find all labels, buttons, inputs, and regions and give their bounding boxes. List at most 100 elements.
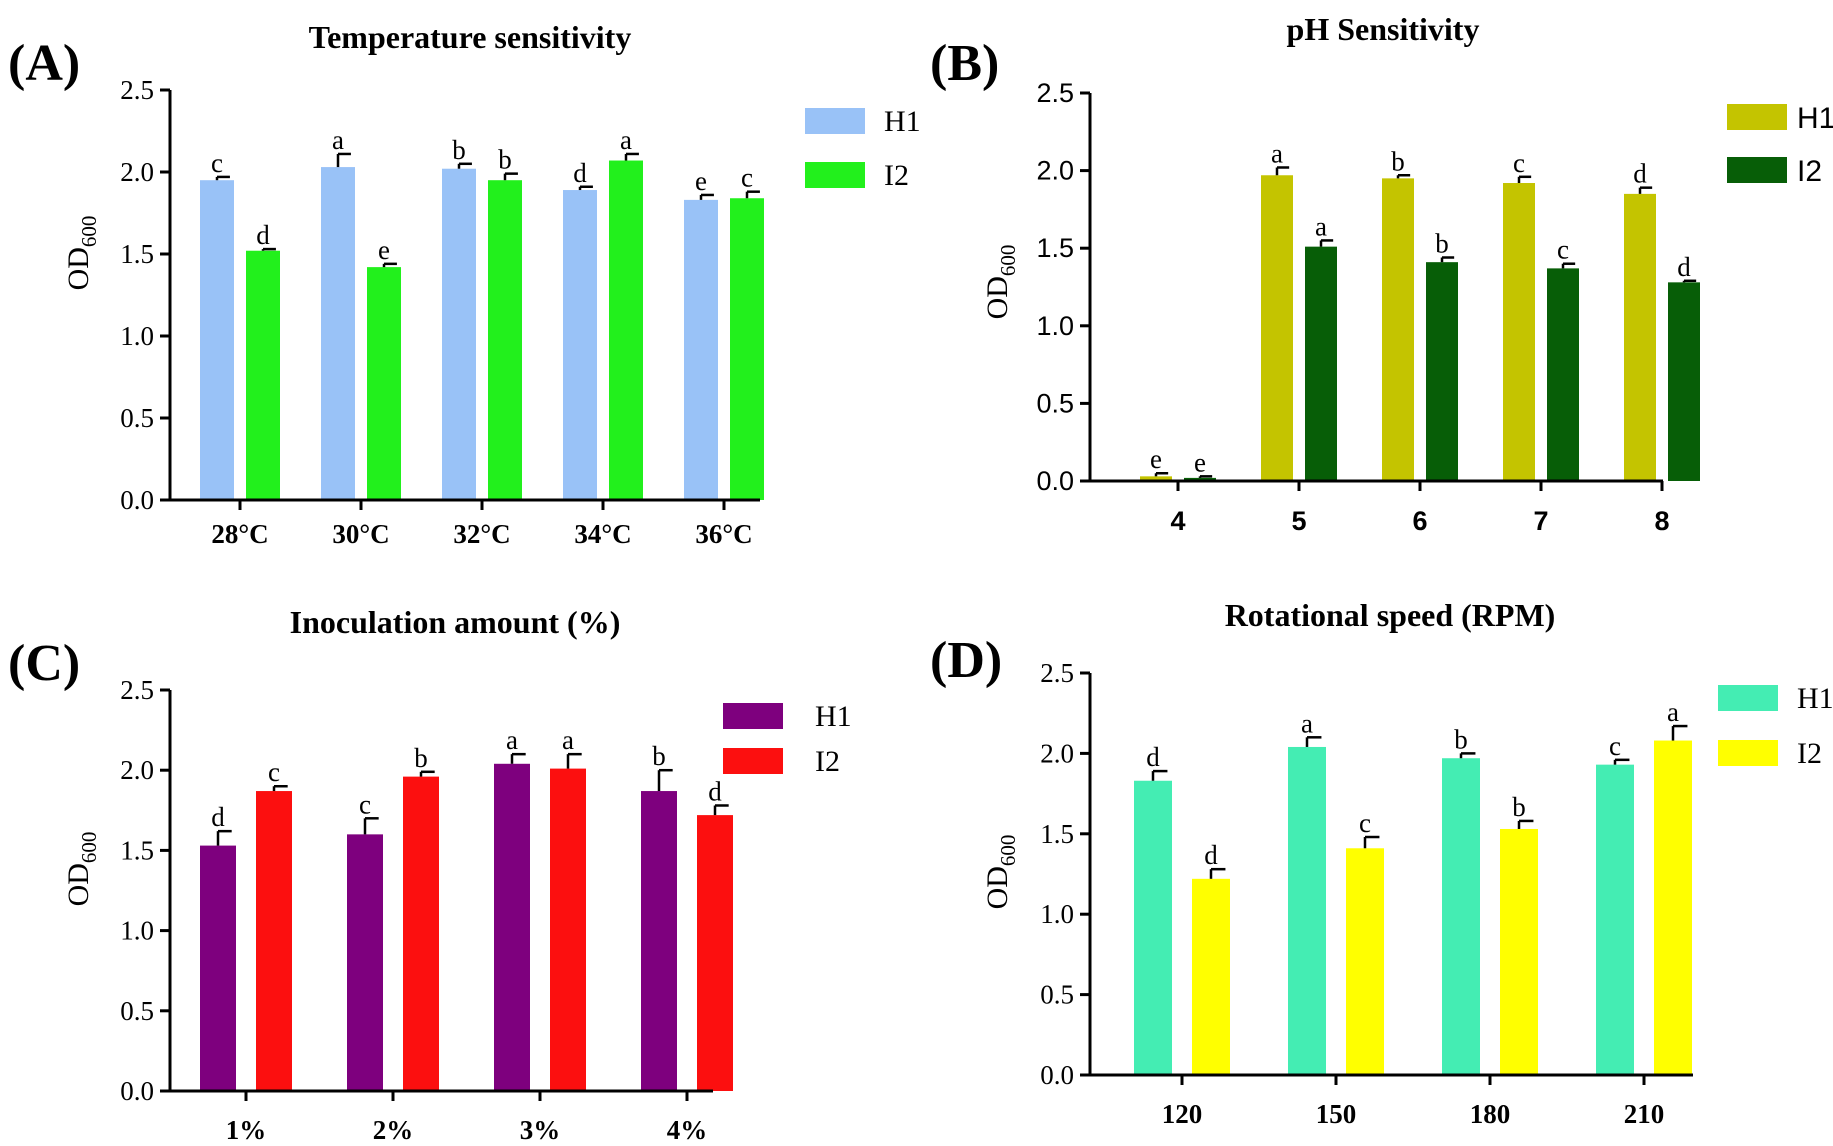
significance-letter: d xyxy=(1677,252,1691,282)
panel-label: (D) xyxy=(930,632,1002,689)
x-tick-label: 3% xyxy=(520,1115,561,1145)
legend-swatch-h1 xyxy=(1718,685,1778,711)
legend-swatch-h1 xyxy=(805,108,865,134)
bar xyxy=(367,267,401,500)
bar xyxy=(1442,758,1480,1075)
x-tick-label: 5 xyxy=(1291,506,1306,536)
significance-letter: a xyxy=(1667,697,1679,727)
legend: H1 I2 xyxy=(805,105,921,192)
y-tick-label: 2.5 xyxy=(120,675,154,705)
x-tick-label: 4 xyxy=(1170,506,1185,536)
bar xyxy=(1668,282,1700,481)
panel-c: (C) Inoculation amount (%) OD600 d c 1% c b 2… xyxy=(8,604,852,1145)
y-tick-label: 1.0 xyxy=(1036,311,1074,341)
legend-label-h1: H1 xyxy=(1797,682,1833,715)
y-tick-label: 2.0 xyxy=(1040,738,1074,768)
bar xyxy=(200,180,234,500)
significance-letter: c xyxy=(268,757,280,787)
significance-letter: d xyxy=(1633,159,1647,189)
panel-label: (B) xyxy=(930,35,999,92)
significance-letter: d xyxy=(573,158,587,188)
bar xyxy=(256,791,292,1091)
x-tick-label: 32°C xyxy=(453,519,510,549)
significance-letter: e xyxy=(378,235,390,265)
y-tick-label: 2.0 xyxy=(1036,156,1074,186)
significance-letter: a xyxy=(1271,138,1283,168)
x-tick-label: 6 xyxy=(1412,506,1427,536)
significance-letter: c xyxy=(1513,148,1525,178)
significance-letter: b xyxy=(1512,792,1526,822)
x-tick-label: 2% xyxy=(373,1115,414,1145)
x-tick-label: 120 xyxy=(1162,1099,1203,1129)
panel-b: (B) pH Sensitivity OD600 e e4aa5bb6cc7dd8… xyxy=(930,11,1833,536)
bar xyxy=(1288,746,1326,1075)
legend: H1 I2 xyxy=(1718,682,1833,770)
y-tick-label: 1.0 xyxy=(120,321,154,351)
bar xyxy=(684,199,718,500)
x-tick-label: 7 xyxy=(1533,506,1548,536)
chart-title: Rotational speed (RPM) xyxy=(1225,597,1556,633)
significance-letter: d xyxy=(1146,742,1160,772)
significance-letter: d xyxy=(708,776,722,806)
bar xyxy=(488,180,522,500)
significance-letter: a xyxy=(620,125,632,155)
bar xyxy=(563,190,597,501)
panel-a: (A) Temperature sensitivity OD600 c d 28°C… xyxy=(8,19,921,549)
significance-letter: b xyxy=(498,145,512,175)
significance-letter: d xyxy=(256,220,270,250)
significance-letter: a xyxy=(562,725,574,755)
y-tick-label: 1.0 xyxy=(120,916,154,946)
panel-label: (C) xyxy=(8,635,80,692)
bar xyxy=(1382,178,1414,482)
bar xyxy=(1346,848,1384,1075)
significance-letter: c xyxy=(359,789,371,819)
plot-area: d c 1% c b 2% a a 3% b d 4% 0.0 0.5 1.0 1.5 2.0 2.5 xyxy=(120,675,733,1145)
bar xyxy=(1134,780,1172,1075)
significance-letter: c xyxy=(1557,235,1569,265)
chart-title: Inoculation amount (%) xyxy=(290,604,621,640)
significance-letter: a xyxy=(332,125,344,155)
y-tick-label: 1.5 xyxy=(120,239,154,269)
significance-letter: c xyxy=(741,163,753,193)
y-tick-label: 0.0 xyxy=(1036,466,1074,496)
y-tick-label: 0.0 xyxy=(120,1076,154,1106)
bar xyxy=(403,776,439,1091)
bar xyxy=(200,845,236,1091)
y-axis-label: OD600 xyxy=(62,832,101,907)
bar xyxy=(641,791,677,1091)
legend-swatch-h1 xyxy=(1727,104,1787,130)
legend-swatch-i2 xyxy=(723,748,783,774)
x-tick-label: 180 xyxy=(1470,1099,1511,1129)
legend-label-h1: H1 xyxy=(1797,102,1833,135)
y-tick-label: 1.5 xyxy=(120,835,154,865)
y-tick-label: 1.5 xyxy=(1040,819,1074,849)
x-tick-label: 150 xyxy=(1316,1099,1357,1129)
bar xyxy=(1184,477,1216,481)
bar xyxy=(1140,476,1172,481)
x-tick-label: 36°C xyxy=(695,519,752,549)
x-tick-label: 210 xyxy=(1624,1099,1665,1129)
significance-letter: b xyxy=(1391,146,1405,176)
bar xyxy=(1305,246,1337,481)
y-tick-label: 1.5 xyxy=(1036,233,1074,263)
bar xyxy=(1503,183,1535,482)
y-tick-label: 0.5 xyxy=(120,403,154,433)
y-tick-label: 0.5 xyxy=(1036,388,1074,418)
legend-swatch-i2 xyxy=(1727,157,1787,183)
significance-letter: a xyxy=(1301,708,1313,738)
y-tick-label: 1.0 xyxy=(1040,899,1074,929)
significance-letter: a xyxy=(1315,211,1327,241)
significance-letter: a xyxy=(506,725,518,755)
legend-label-i2: I2 xyxy=(1797,155,1822,188)
bar xyxy=(347,834,383,1091)
x-tick-label: 1% xyxy=(226,1115,267,1145)
legend: H1 I2 xyxy=(723,700,852,778)
significance-letter: d xyxy=(1204,840,1218,870)
significance-letter: d xyxy=(211,802,225,832)
panel-d: (D) Rotational speed (RPM) OD600 d d 120 a c… xyxy=(930,597,1833,1129)
legend-label-i2: I2 xyxy=(815,745,840,778)
y-axis-label: OD600 xyxy=(981,835,1020,910)
y-tick-label: 2.5 xyxy=(1036,78,1074,108)
y-axis-label: OD600 xyxy=(62,216,101,291)
